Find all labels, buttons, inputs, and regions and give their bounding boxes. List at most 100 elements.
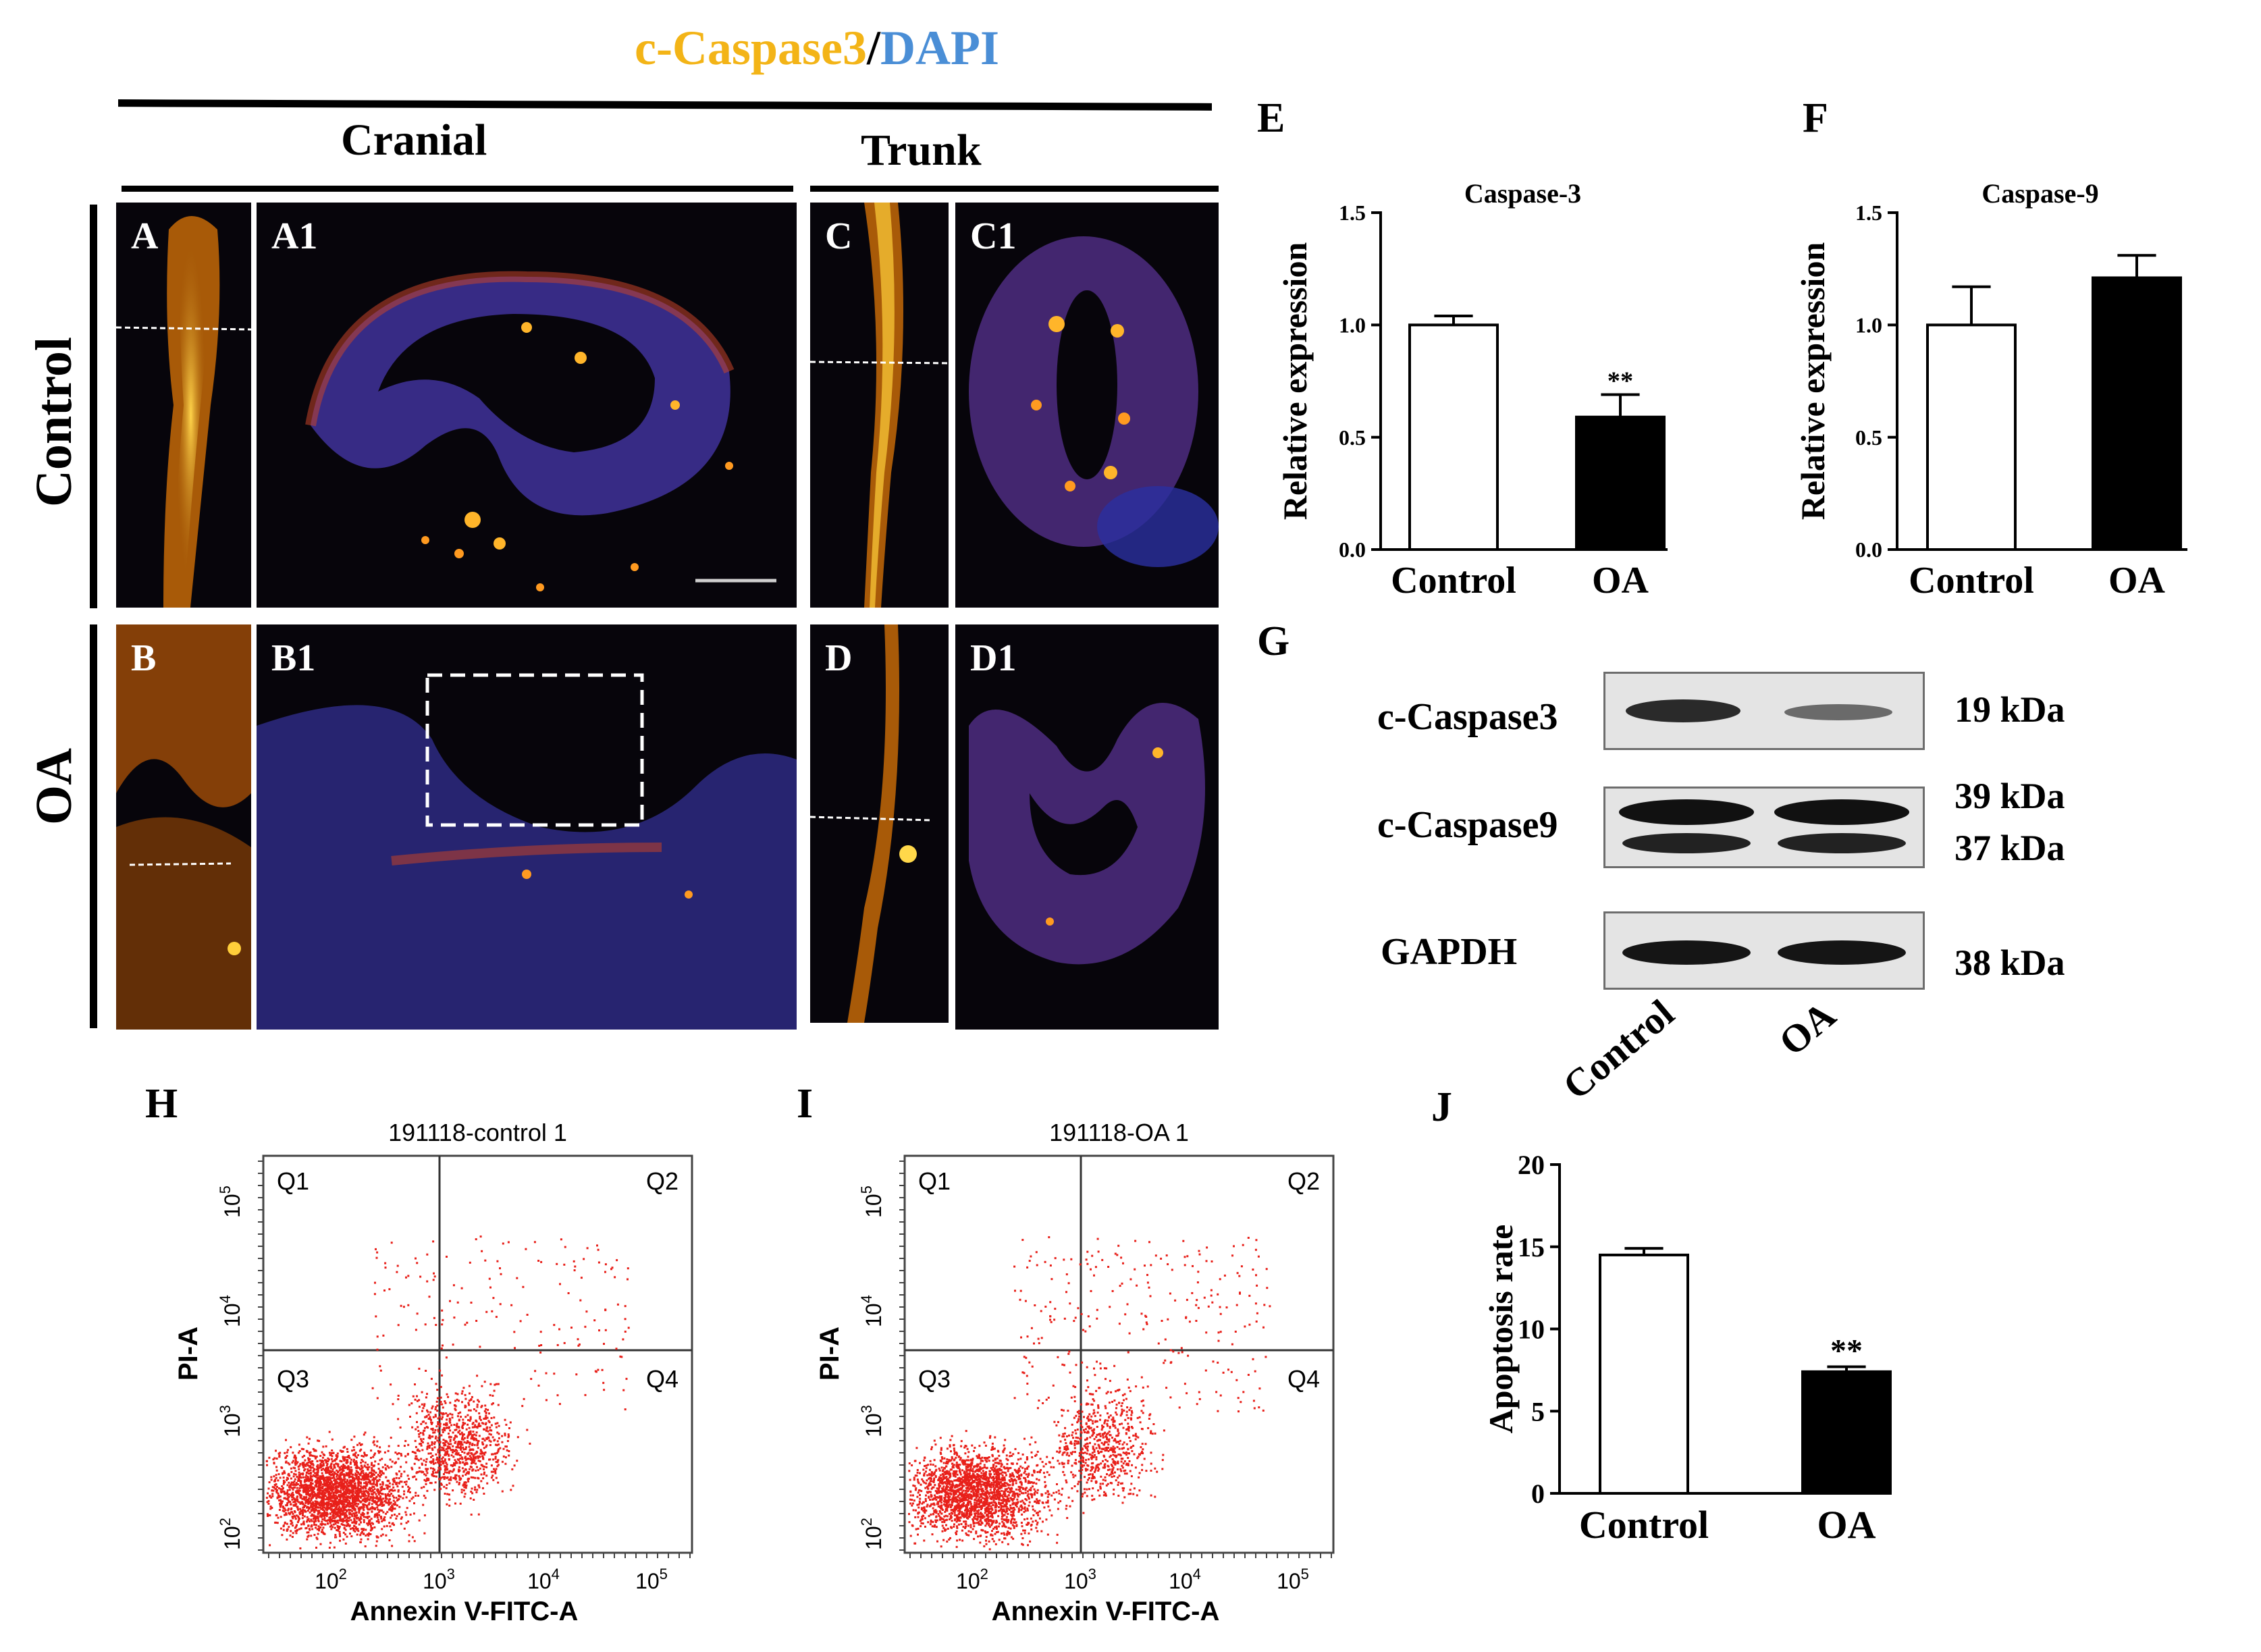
x-tick-label: 103 [1064,1566,1096,1593]
control-row-line [90,205,97,608]
panel-a1-image: A1 [257,203,797,608]
kda-gapdh: 38 kDa [1954,942,2065,983]
figure-letter-g: G [1257,618,1290,664]
band-caspase3-oa [1784,704,1892,720]
chart-caspase-3: 0.0 0.5 1.0 1.5 Caspase-3 Relative expression… [1276,178,1668,602]
x-category-label: Control [1579,1503,1709,1547]
quadrant-label-q3: Q3 [277,1365,309,1393]
panel-c1-micrograph [969,236,1219,567]
bar-oa [1575,415,1666,551]
y-axis-label: Apoptosis rate [1482,1225,1520,1434]
row-label-oa: OA [26,748,82,825]
cranial-divider [122,186,793,192]
x-tick-label: 103 [423,1566,455,1593]
x-category-label: Control [1391,560,1516,602]
y-tick-label: 0.5 [1339,425,1366,450]
x-category-label: OA [1817,1503,1876,1547]
x-axis-label: Annexin V-FITC-A [350,1597,579,1626]
flow-title: 191118-OA 1 [1049,1119,1189,1146]
y-tick-label: 105 [217,1185,244,1218]
panel-label-a1: A1 [271,215,318,257]
row-label-control: Control [26,337,82,507]
panel-d1-micrograph [969,703,1205,965]
y-tick-label: 103 [858,1405,886,1437]
panel-label-a: A [131,215,159,257]
panel-d-image: D [810,624,949,1023]
title-dapi: DAPI [880,21,999,75]
y-tick-label: 1.5 [1339,201,1366,225]
flow-plot-oa: 191118-OA 1 Q1 Q2 Q3 Q4 105 104 103 102 102 103 104… [815,1119,1335,1626]
plot-frame [903,1154,1335,1554]
trunk-divider [810,186,1219,192]
blot-caspase3 [1603,672,1925,750]
chart-title: Caspase-3 [1464,178,1581,209]
panel-a-micrograph [116,216,251,608]
flow-title: 191118-control 1 [388,1119,567,1146]
panel-a1-micrograph [305,271,776,591]
band-caspase9-37-control [1622,833,1751,853]
band-caspase9-37-oa [1778,833,1906,853]
band-caspase3-control [1626,699,1740,722]
x-category-label: OA [2108,560,2166,602]
y-tick-label: 102 [217,1518,244,1550]
flow-plot-control: 191118-control 1 Q1 Q2 Q3 Q4 105 104 103 102 102 1… [174,1119,693,1626]
y-tick-label: 1.5 [1855,201,1882,225]
band-gapdh-oa [1778,940,1906,965]
panel-label-d1: D1 [970,637,1017,679]
quadrant-label-q2: Q2 [646,1167,679,1195]
top-divider [118,99,1212,111]
panel-b1-image: B1 [257,624,797,1030]
kda-caspase3: 19 kDa [1954,689,2065,730]
y-tick-label: 15 [1518,1232,1545,1262]
band-caspase9-39-oa [1774,799,1909,825]
panel-c-image: C [810,203,949,608]
chart-apoptosis-rate: 0 5 10 15 20 Apoptosis rate Control ** OA [1482,1150,1892,1547]
quadrant-label-q1: Q1 [918,1167,951,1195]
wb-label-gapdh: GAPDH [1381,931,1518,973]
bar-control [1599,1253,1689,1495]
panel-b1-micrograph [257,673,797,1030]
y-tick-label: 103 [217,1405,244,1437]
band-caspase9-39-control [1619,799,1754,825]
panel-b-image: B [116,624,251,1030]
oa-row-line [90,624,97,1028]
title-separator: / [866,21,880,75]
bar-oa [2092,276,2182,551]
x-tick-label: 105 [1277,1566,1309,1593]
y-tick-label: 5 [1531,1396,1545,1427]
figure-letter-f: F [1803,95,1828,141]
y-tick-label: 10 [1518,1314,1545,1345]
x-tick-label: 102 [956,1566,988,1593]
wb-label-caspase3: c-Caspase3 [1377,696,1558,738]
panel-label-b: B [131,637,157,679]
section-label-cranial: Cranial [341,115,487,165]
panel-d1-image: D1 [955,624,1219,1030]
y-axis-label: Relative expression [1794,242,1832,521]
flow-dots [908,1236,1271,1551]
wb-label-caspase9: c-Caspase9 [1377,804,1558,846]
y-axis-label: Relative expression [1276,242,1314,521]
y-axis-label: PI-A [815,1327,845,1381]
lane-label-control: Control [1554,990,1682,1109]
quadrant-label-q4: Q4 [1287,1365,1320,1393]
bar-control [1408,323,1499,551]
y-tick-label: 1.0 [1339,313,1366,338]
panel-d-micrograph [810,624,932,1023]
y-tick-label: 0.5 [1855,425,1882,450]
quadrant-label-q4: Q4 [646,1365,679,1393]
figure-letter-h: H [145,1081,178,1127]
x-category-label: OA [1592,560,1649,602]
y-axis-label: PI-A [174,1327,203,1381]
y-tick-label: 0 [1531,1478,1545,1509]
y-tick-label: 105 [858,1185,886,1218]
significance-mark: ** [1607,367,1633,395]
x-category-label: Control [1909,560,2034,602]
panel-b-micrograph [116,624,251,1030]
figure-title: c-Caspase3/DAPI [0,20,1634,76]
flow-dots [265,1235,630,1549]
panel-label-c1: C1 [970,215,1017,257]
panel-a-image: A [116,203,251,608]
bar-control [1926,323,2017,551]
blot-gapdh [1603,911,1925,990]
y-tick-label: 0.0 [1855,537,1882,562]
